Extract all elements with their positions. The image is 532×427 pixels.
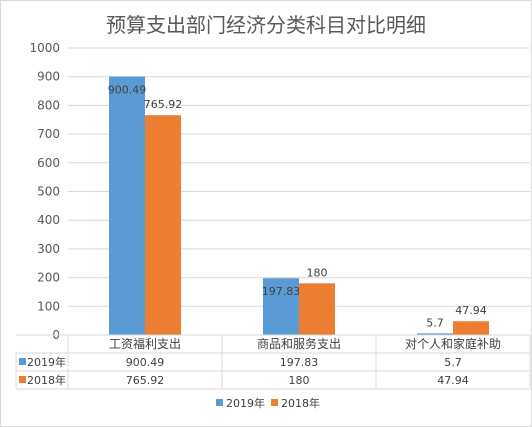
x-tick-label: 工资福利支出 [109, 336, 181, 351]
table-cell: 765.92 [126, 374, 165, 387]
table-cell: 5.7 [444, 356, 462, 369]
data-label: 765.92 [144, 98, 183, 111]
table-series-name: 2018年 [27, 373, 66, 387]
legend-swatch [216, 399, 223, 406]
y-tick-label: 500 [37, 185, 60, 199]
data-label: 5.7 [426, 316, 444, 329]
bar [145, 115, 181, 335]
data-label: 197.83 [262, 285, 301, 298]
table-cell: 900.49 [126, 356, 165, 369]
table-cell: 197.83 [280, 356, 319, 369]
data-label: 900.49 [108, 84, 147, 97]
x-tick-label: 对个人和家庭补助 [405, 336, 501, 351]
data-label: 180 [307, 266, 328, 279]
bar [109, 76, 145, 335]
bar [263, 278, 299, 335]
table-legend-swatch [19, 358, 26, 365]
legend-label: 2018年 [281, 396, 320, 410]
bar [453, 321, 489, 335]
table-series-name: 2019年 [27, 355, 66, 369]
y-tick-label: 400 [37, 213, 60, 227]
y-tick-label: 700 [37, 127, 60, 141]
y-tick-label: 900 [37, 70, 60, 84]
legend-label: 2019年 [226, 396, 265, 410]
chart-title: 预算支出部门经济分类科目对比明细 [106, 13, 426, 37]
table-cell: 47.94 [437, 374, 469, 387]
table-legend-swatch [19, 376, 26, 383]
y-tick-label: 600 [37, 156, 60, 170]
bar [417, 333, 453, 335]
legend-swatch [271, 399, 278, 406]
table-cell: 180 [289, 374, 310, 387]
y-tick-label: 200 [37, 271, 60, 285]
y-tick-label: 300 [37, 242, 60, 256]
bar [299, 283, 335, 335]
y-tick-label: 1000 [29, 41, 60, 55]
y-tick-label: 800 [37, 98, 60, 112]
data-label: 47.94 [455, 304, 487, 317]
y-tick-label: 100 [37, 299, 60, 313]
x-tick-label: 商品和服务支出 [257, 336, 341, 351]
